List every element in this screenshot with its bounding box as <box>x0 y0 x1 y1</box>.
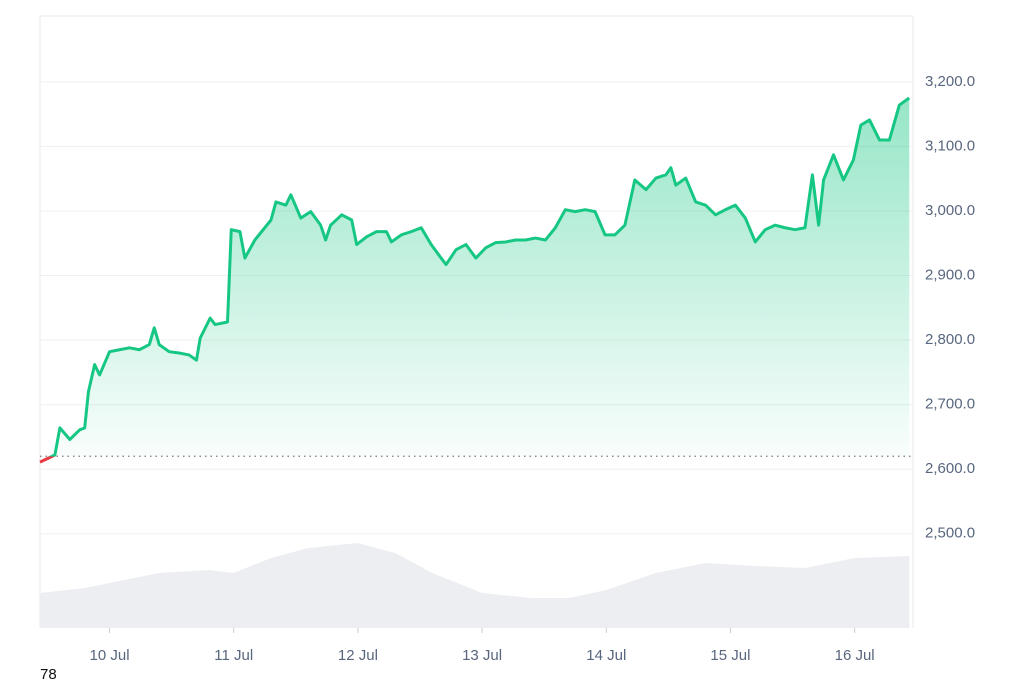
x-tick-label: 14 Jul <box>586 647 626 664</box>
y-tick-label: 3,000.0 <box>925 202 975 219</box>
footer-label: 78 <box>40 666 57 683</box>
volume-area <box>40 543 910 628</box>
y-tick-label: 2,500.0 <box>925 525 975 542</box>
x-tick-label: 11 Jul <box>214 647 253 664</box>
y-tick-label: 3,100.0 <box>925 137 975 154</box>
x-tick-label: 12 Jul <box>338 647 378 664</box>
y-tick-label: 2,700.0 <box>925 396 975 413</box>
price-line <box>39 96 911 464</box>
x-tick-label: 16 Jul <box>835 647 875 664</box>
x-tick-label: 13 Jul <box>462 647 502 664</box>
y-tick-label: 2,900.0 <box>925 266 975 283</box>
y-tick-label: 2,600.0 <box>925 460 975 477</box>
y-tick-label: 3,200.0 <box>925 73 975 90</box>
x-tick-label: 15 Jul <box>710 647 750 664</box>
price-area <box>40 97 910 463</box>
x-tick-label: 10 Jul <box>90 647 130 664</box>
y-tick-label: 2,800.0 <box>925 331 975 348</box>
